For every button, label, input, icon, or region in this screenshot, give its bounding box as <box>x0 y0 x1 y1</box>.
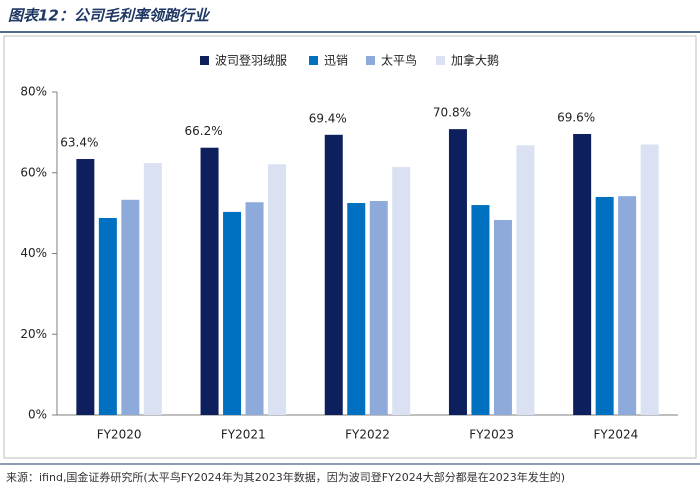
bar <box>268 164 287 415</box>
bar <box>516 145 535 416</box>
y-tick-label: 0% <box>28 408 47 422</box>
x-tick-label: FY2022 <box>345 428 390 442</box>
value-label: 63.4% <box>60 136 98 150</box>
bar <box>392 167 411 415</box>
legend-label: 太平鸟 <box>381 53 417 68</box>
bar <box>347 203 366 415</box>
y-tick-label: 60% <box>20 165 47 179</box>
bar <box>200 147 219 415</box>
x-tick-label: FY2024 <box>594 428 639 442</box>
chart-frame <box>3 35 697 459</box>
bar <box>618 196 637 415</box>
legend-swatch <box>309 56 318 65</box>
bar <box>245 202 264 415</box>
bar <box>573 133 592 416</box>
legend-swatch <box>436 56 445 65</box>
legend-label: 迅销 <box>324 54 348 68</box>
value-label: 69.4% <box>309 111 347 125</box>
x-tick-label: FY2023 <box>469 428 514 442</box>
bar <box>143 163 162 415</box>
bar <box>369 201 388 415</box>
x-tick-label: FY2021 <box>221 428 266 442</box>
bar <box>76 159 95 415</box>
value-label: 66.2% <box>184 124 222 138</box>
bar <box>223 211 242 415</box>
legend-swatch <box>366 56 375 65</box>
bar <box>493 219 512 415</box>
source-note: 来源：ifind,国金证券研究所(太平鸟FY2024年为其2023年数据，因为波… <box>6 470 565 484</box>
bar <box>640 144 659 416</box>
value-label: 70.8% <box>433 106 471 120</box>
legend-swatch <box>200 56 209 65</box>
bar <box>471 205 490 415</box>
x-tick-label: FY2020 <box>97 428 142 442</box>
bar <box>448 129 467 415</box>
y-tick-label: 20% <box>20 327 47 341</box>
bar <box>595 196 614 415</box>
bar <box>98 217 117 415</box>
legend-label: 加拿大鹅 <box>451 53 499 68</box>
legend-label: 波司登羽绒服 <box>215 53 287 68</box>
value-label: 69.6% <box>557 110 595 124</box>
bar <box>324 134 343 416</box>
y-tick-label: 80% <box>20 85 47 99</box>
chart-title: 图表12：公司毛利率领跑行业 <box>8 7 211 25</box>
bar <box>121 199 140 415</box>
y-tick-label: 40% <box>20 246 47 260</box>
